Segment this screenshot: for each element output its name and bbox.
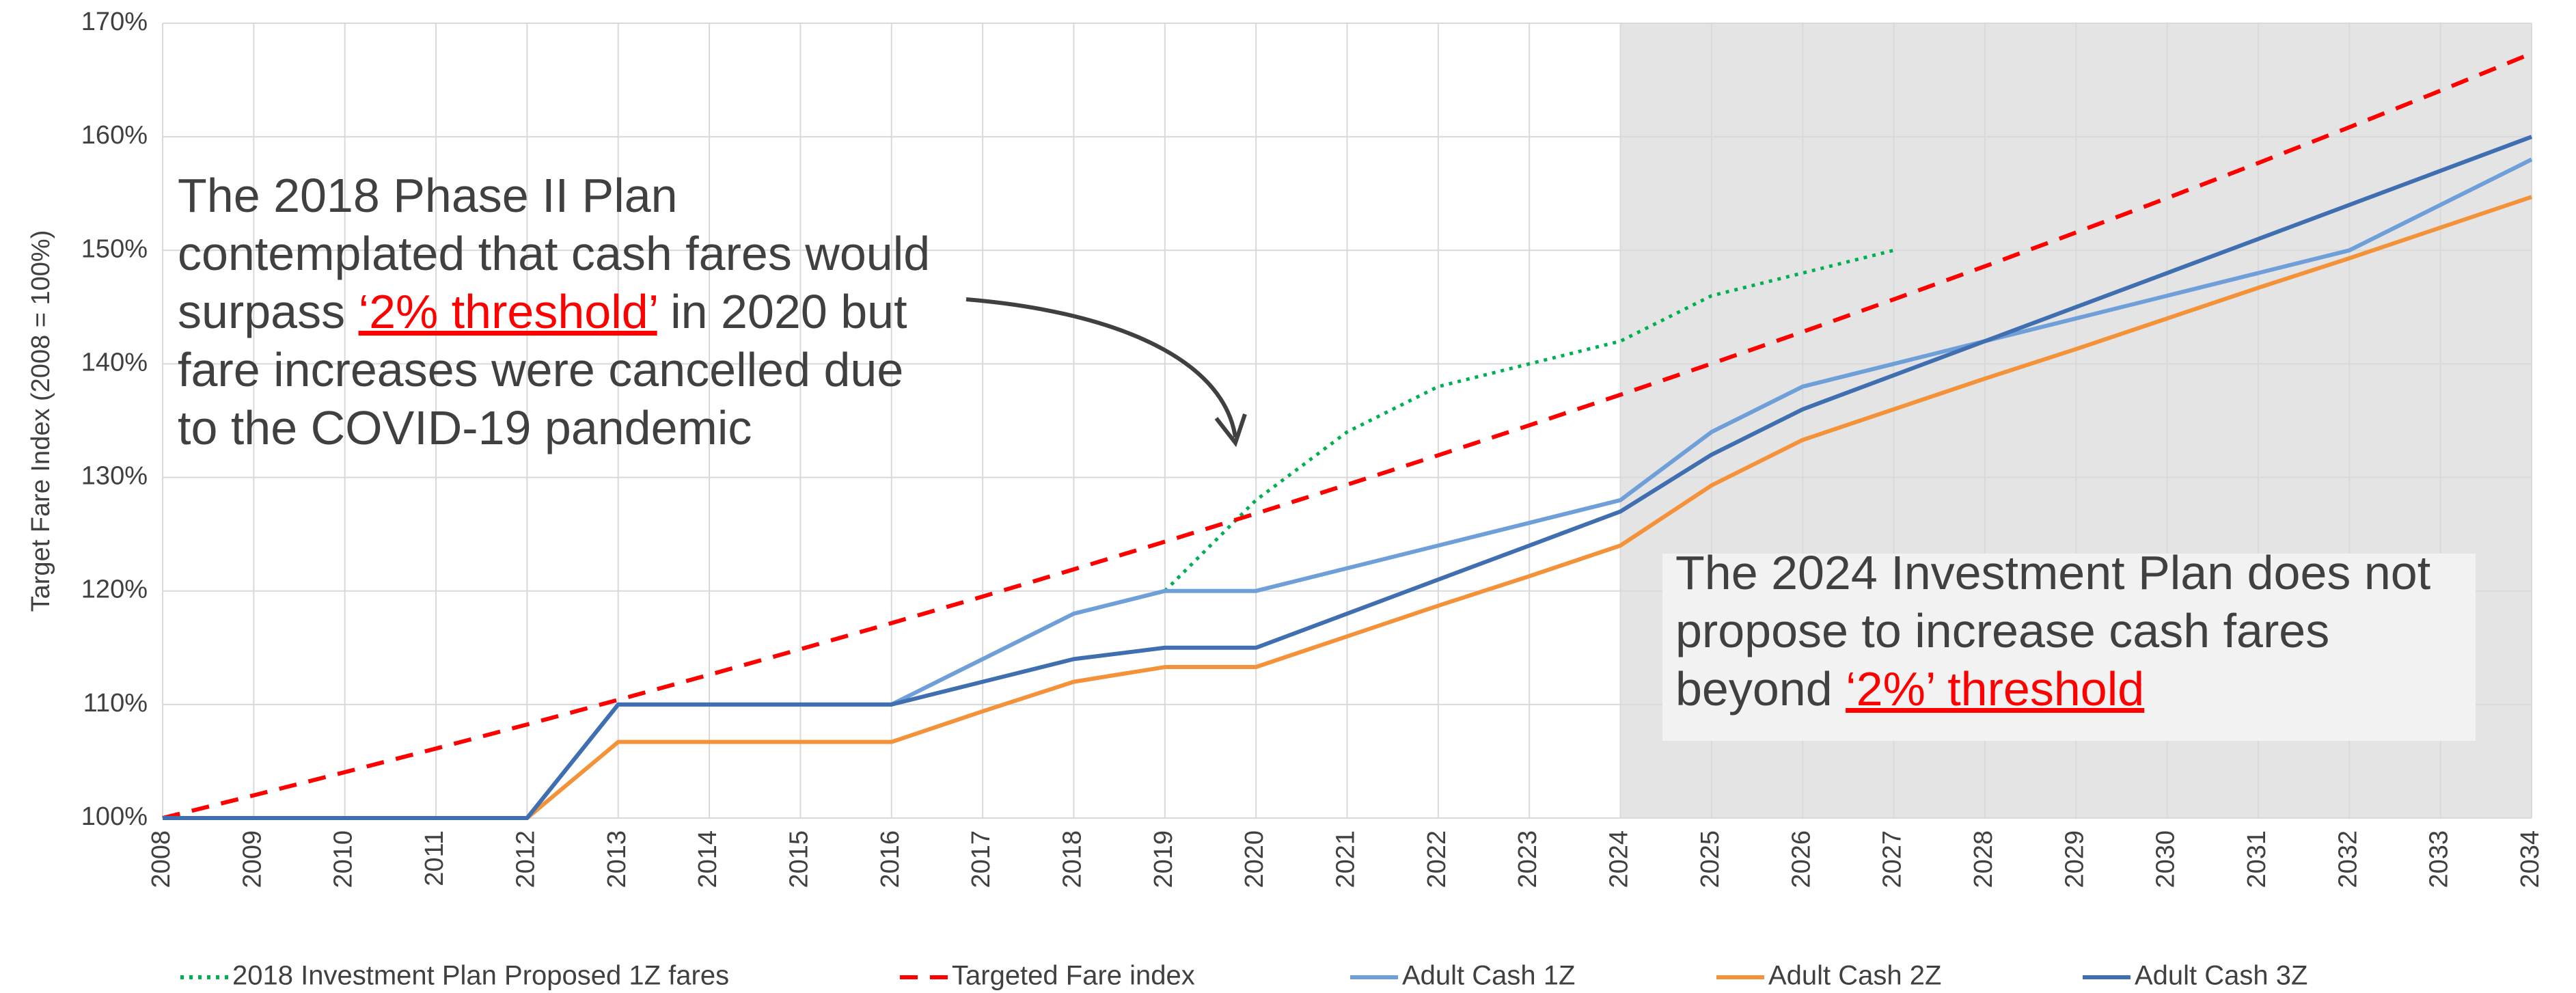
annotation-arrowhead <box>1214 413 1247 448</box>
annotation-line: beyond ‘2%’ threshold <box>1675 662 2144 716</box>
x-tick-label: 2028 <box>1969 830 1998 888</box>
annotation-arrow <box>965 297 1237 438</box>
x-tick-label: 2031 <box>2243 830 2271 888</box>
x-tick-label: 2016 <box>876 830 905 888</box>
y-tick-label: 140% <box>81 348 148 377</box>
series-line <box>162 51 2533 820</box>
y-tick-label: 150% <box>81 234 148 263</box>
x-tick-label: 2014 <box>694 830 722 888</box>
x-tick-label: 2022 <box>1423 830 1451 888</box>
series-line <box>163 195 2532 820</box>
x-tick-label: 2009 <box>238 830 266 888</box>
annotation-line: The 2018 Phase II Plan <box>178 169 678 222</box>
annotation-line: propose to increase cash fares <box>1675 604 2329 657</box>
series-line <box>1164 248 1895 593</box>
x-tick-label: 2023 <box>1513 830 1542 888</box>
x-tick-label: 2018 <box>1058 830 1086 888</box>
y-axis-label: Target Fare Index (2008 = 100%) <box>27 230 55 612</box>
x-tick-label: 2032 <box>2333 830 2362 888</box>
annotation-text: surpass <box>178 285 359 338</box>
annotation-text: The 2024 Investment Plan does not <box>1675 546 2430 599</box>
annotation-emphasis: ‘2% threshold’ <box>359 285 657 338</box>
annotation-text: in 2020 but <box>657 285 907 338</box>
y-tick-label: 170% <box>81 8 148 36</box>
legend-label: Adult Cash 3Z <box>2135 961 2307 991</box>
annotation-text: to the COVID-19 pandemic <box>178 401 752 454</box>
annotation-text: propose to increase cash fares <box>1675 604 2329 657</box>
legend-label: 2018 Investment Plan Proposed 1Z fares <box>232 961 729 991</box>
series-line <box>163 135 2533 820</box>
annotation-line: fare increases were cancelled due <box>178 343 903 396</box>
y-tick-label: 110% <box>83 689 148 718</box>
x-tick-label: 2011 <box>420 830 449 886</box>
x-tick-label: 2025 <box>1696 830 1725 888</box>
annotation-emphasis: ‘2%’ threshold <box>1846 662 2144 716</box>
x-tick-label: 2033 <box>2425 830 2454 888</box>
annotation-line: contemplated that cash fares would <box>178 227 930 280</box>
x-tick-label: 2021 <box>1332 830 1360 888</box>
x-tick-label: 2010 <box>329 830 358 888</box>
x-tick-label: 2030 <box>2152 830 2180 888</box>
annotation-text: contemplated that cash fares would <box>178 227 930 280</box>
x-tick-label: 2008 <box>147 830 176 888</box>
annotation-text: fare increases were cancelled due <box>178 343 903 396</box>
annotation-line: surpass ‘2% threshold’ in 2020 but <box>178 285 907 338</box>
x-tick-label: 2017 <box>967 830 996 888</box>
x-tick-label: 2027 <box>1878 830 1907 888</box>
y-tick-label: 130% <box>81 462 148 491</box>
annotation-text: The 2018 Phase II Plan <box>178 169 678 222</box>
legend-label: Adult Cash 1Z <box>1402 961 1575 991</box>
y-tick-label: 160% <box>81 121 148 150</box>
y-tick-label: 100% <box>81 802 148 831</box>
x-tick-label: 2026 <box>1787 830 1815 888</box>
annotation-line: The 2024 Investment Plan does not <box>1675 546 2430 599</box>
y-tick-label: 120% <box>81 575 148 604</box>
x-tick-label: 2013 <box>603 830 631 888</box>
x-tick-label: 2024 <box>1605 830 1634 888</box>
x-tick-label: 2034 <box>2516 830 2545 888</box>
x-tick-label: 2019 <box>1149 830 1178 888</box>
x-tick-label: 2020 <box>1240 830 1269 888</box>
annotation-line: to the COVID-19 pandemic <box>178 401 752 454</box>
annotation-text: beyond <box>1675 662 1846 716</box>
x-tick-label: 2029 <box>2060 830 2089 888</box>
x-tick-label: 2012 <box>511 830 540 888</box>
annotation-box <box>1662 554 2476 741</box>
x-tick-label: 2015 <box>784 830 813 888</box>
legend-label: Targeted Fare index <box>952 961 1195 991</box>
legend-label: Adult Cash 2Z <box>1768 961 1941 991</box>
